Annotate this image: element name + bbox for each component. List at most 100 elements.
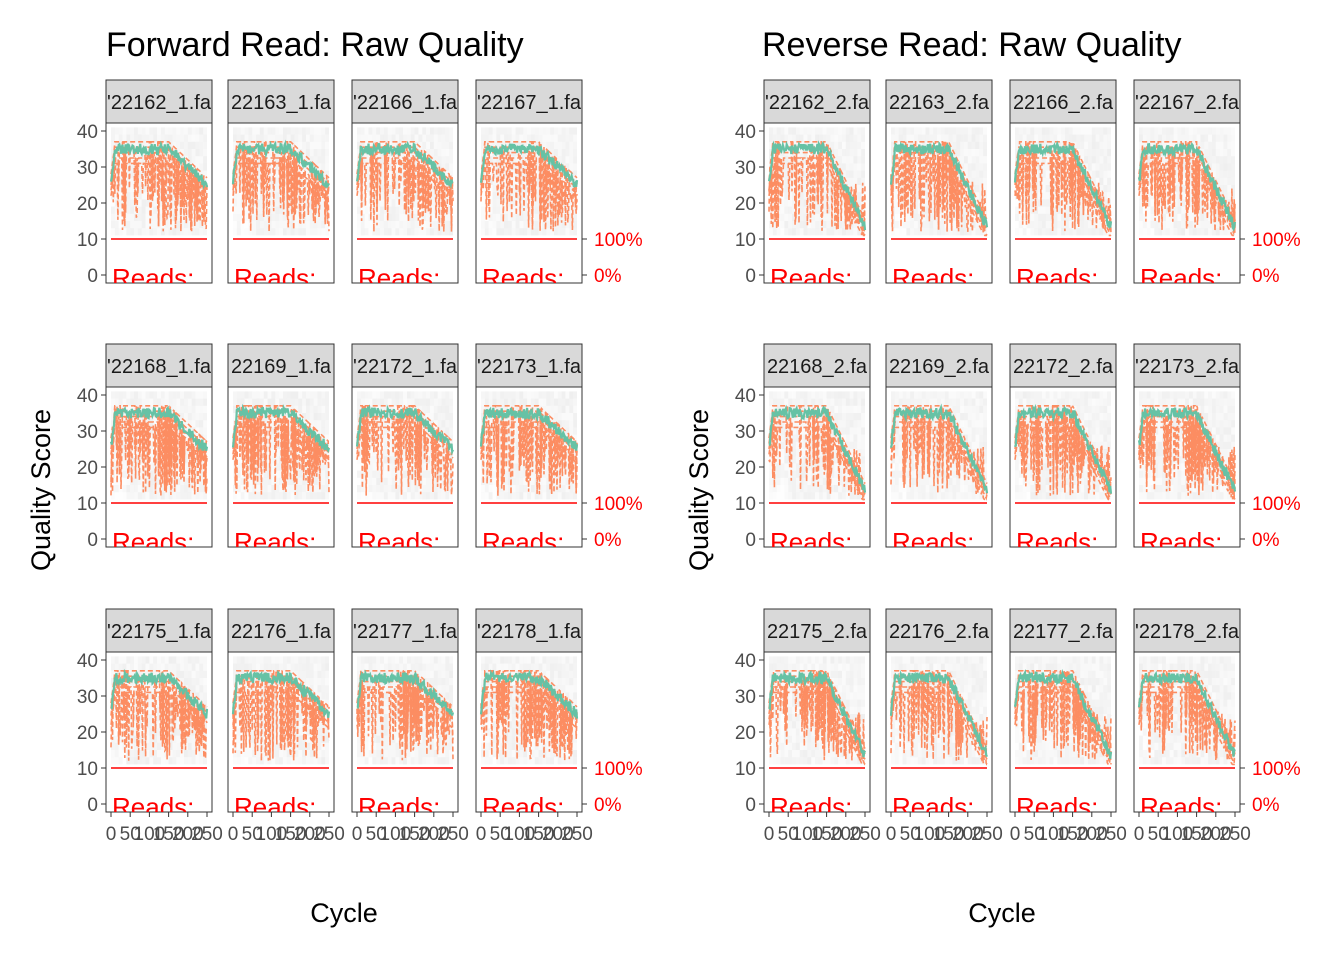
heatmap-cell bbox=[558, 399, 562, 406]
y-tick-label: 20 bbox=[77, 194, 98, 215]
heatmap-cell bbox=[165, 135, 169, 142]
heatmap-cell bbox=[306, 228, 310, 235]
heatmap-cell bbox=[504, 221, 508, 228]
heatmap-cell bbox=[800, 192, 804, 199]
heatmap-cell bbox=[569, 399, 573, 406]
heatmap-cell bbox=[512, 221, 516, 228]
heatmap-cell bbox=[449, 156, 453, 163]
heatmap-cell bbox=[192, 678, 196, 685]
heatmap-cell bbox=[535, 391, 539, 398]
heatmap-cell bbox=[252, 656, 256, 663]
heatmap-cell bbox=[519, 135, 523, 142]
heatmap-cell bbox=[384, 478, 388, 485]
heatmap-cell bbox=[184, 656, 188, 663]
heatmap-cell bbox=[146, 228, 150, 235]
heatmap-cell bbox=[119, 664, 123, 671]
facet-strip-label: '22162_1.fa bbox=[107, 92, 212, 114]
heatmap-cell bbox=[384, 492, 388, 499]
heatmap-cell bbox=[807, 228, 811, 235]
heatmap-cell bbox=[542, 399, 546, 406]
heatmap-cell bbox=[403, 463, 407, 470]
heatmap-cell bbox=[388, 391, 392, 398]
heatmap-cell bbox=[149, 399, 153, 406]
heatmap-cell bbox=[294, 399, 298, 406]
heatmap-cell bbox=[392, 391, 396, 398]
heatmap-cell bbox=[252, 214, 256, 221]
heatmap-cell bbox=[407, 127, 411, 134]
heatmap-cell bbox=[302, 142, 306, 149]
heatmap-cell bbox=[184, 485, 188, 492]
y-tick-label: 10 bbox=[77, 230, 98, 251]
heatmap-cell bbox=[195, 671, 199, 678]
heatmap-cell bbox=[504, 664, 508, 671]
heatmap-cell bbox=[562, 149, 566, 156]
heatmap-cell bbox=[392, 656, 396, 663]
heatmap-cell bbox=[123, 463, 127, 470]
heatmap-cell bbox=[130, 221, 134, 228]
heatmap-cell bbox=[392, 492, 396, 499]
heatmap-cell bbox=[357, 463, 361, 470]
heatmap-cell bbox=[569, 413, 573, 420]
heatmap-cell bbox=[248, 399, 252, 406]
heatmap-cell bbox=[384, 692, 388, 699]
y-tick-label: 30 bbox=[77, 687, 98, 708]
heatmap-cell bbox=[176, 492, 180, 499]
heatmap-cell bbox=[172, 135, 176, 142]
heatmap-cell bbox=[569, 149, 573, 156]
heatmap-cell bbox=[192, 142, 196, 149]
heatmap-cell bbox=[138, 391, 142, 398]
heatmap-cell bbox=[188, 671, 192, 678]
heatmap-cell bbox=[321, 671, 325, 678]
heatmap-cell bbox=[554, 228, 558, 235]
heatmap-cell bbox=[369, 228, 373, 235]
heatmap-cell bbox=[788, 228, 792, 235]
heatmap-cell bbox=[245, 207, 249, 214]
heatmap-cell bbox=[399, 399, 403, 406]
heatmap-cell bbox=[287, 664, 291, 671]
heatmap-cell bbox=[275, 185, 279, 192]
heatmap-cell bbox=[445, 221, 449, 228]
heatmap-cell bbox=[388, 664, 392, 671]
heatmap-cell bbox=[546, 656, 550, 663]
heatmap-cell bbox=[134, 664, 138, 671]
heatmap-cell bbox=[395, 492, 399, 499]
heatmap-cell bbox=[298, 127, 302, 134]
heatmap-cell bbox=[111, 399, 115, 406]
heatmap-cell bbox=[384, 391, 388, 398]
heatmap-cell bbox=[430, 127, 434, 134]
heatmap-cell bbox=[264, 757, 268, 764]
heatmap-cell bbox=[804, 228, 808, 235]
heatmap-cell bbox=[203, 163, 207, 170]
heatmap-cell bbox=[325, 142, 329, 149]
heatmap-cell bbox=[516, 656, 520, 663]
heatmap-cell bbox=[130, 399, 134, 406]
heatmap-cell bbox=[321, 664, 325, 671]
heatmap-cell bbox=[807, 135, 811, 142]
heatmap-cell bbox=[357, 492, 361, 499]
heatmap-cell bbox=[422, 492, 426, 499]
heatmap-cell bbox=[369, 399, 373, 406]
heatmap-cell bbox=[411, 757, 415, 764]
heatmap-cell bbox=[784, 214, 788, 221]
heatmap-cell bbox=[310, 413, 314, 420]
heatmap-cell bbox=[306, 413, 310, 420]
heatmap-cell bbox=[126, 492, 130, 499]
heatmap-cell bbox=[325, 163, 329, 170]
heatmap-cell bbox=[562, 671, 566, 678]
facet-strip-label: '22172_1.fa bbox=[353, 356, 458, 378]
heatmap-cell bbox=[317, 757, 321, 764]
heatmap-cell bbox=[395, 664, 399, 671]
heatmap-cell bbox=[512, 399, 516, 406]
heatmap-cell bbox=[445, 685, 449, 692]
heatmap-cell bbox=[130, 485, 134, 492]
heatmap-cell bbox=[361, 664, 365, 671]
heatmap-cell bbox=[199, 492, 203, 499]
heatmap-cell bbox=[199, 406, 203, 413]
heatmap-cell bbox=[195, 135, 199, 142]
heatmap-cell bbox=[192, 149, 196, 156]
heatmap-cell bbox=[195, 142, 199, 149]
heatmap-cell bbox=[504, 656, 508, 663]
heatmap-cell bbox=[195, 156, 199, 163]
heatmap-cell bbox=[399, 391, 403, 398]
